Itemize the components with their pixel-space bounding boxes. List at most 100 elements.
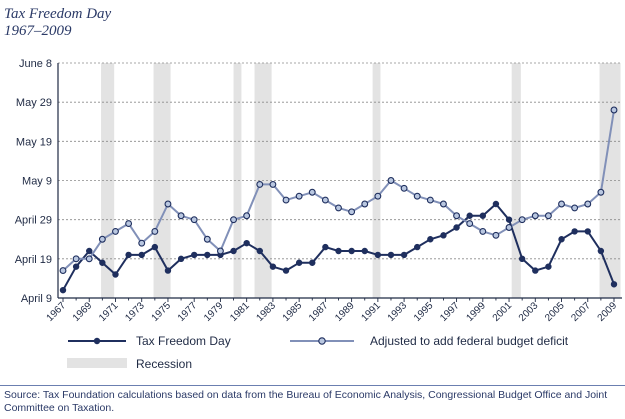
y-axis-labels: June 8 May 29 May 19 May 9 April 29 April 19 A… xyxy=(15,58,52,305)
point-tfd-1999 xyxy=(479,212,487,219)
point-tfd-1993 xyxy=(400,251,408,259)
point-adjusted-1985 xyxy=(295,192,303,200)
point-tfd-2005 xyxy=(558,236,565,243)
point-tfd-1980 xyxy=(230,247,237,255)
point-adjusted-1983 xyxy=(269,180,277,188)
x-tick-label-1993: 1993 xyxy=(386,300,410,324)
legend-recession-label: Recession xyxy=(136,357,192,371)
point-adjusted-1988 xyxy=(335,204,342,212)
point-adjusted-1968 xyxy=(72,255,80,263)
x-tick-label-2009: 2009 xyxy=(596,300,620,324)
point-adjusted-2001 xyxy=(505,224,513,231)
point-adjusted-1992 xyxy=(387,177,395,184)
chart-canvas: June 8 May 29 May 19 May 9 April 29 April 19 A… xyxy=(15,58,622,371)
point-tfd-2000 xyxy=(492,200,500,208)
point-adjusted-1977 xyxy=(190,216,198,224)
source-divider xyxy=(0,385,625,386)
point-adjusted-1998 xyxy=(466,220,474,228)
point-adjusted-1993 xyxy=(400,184,408,192)
legend: Tax Freedom Day Adjusted to add federal … xyxy=(67,334,569,371)
y-tick-label-5: April 19 xyxy=(15,254,52,266)
point-adjusted-1990 xyxy=(361,200,369,208)
point-adjusted-2000 xyxy=(492,231,500,239)
point-tfd-2006 xyxy=(571,228,578,235)
point-adjusted-2003 xyxy=(531,212,539,220)
x-tick-label-1979: 1979 xyxy=(202,300,226,324)
point-tfd-1996 xyxy=(440,232,447,239)
point-adjusted-1976 xyxy=(177,212,185,220)
point-tfd-1988 xyxy=(335,247,342,255)
point-adjusted-2009 xyxy=(610,106,618,114)
point-tfd-1991 xyxy=(374,251,382,259)
y-tick-label-2: May 19 xyxy=(16,136,52,148)
legend-adjusted-label: Adjusted to add federal budget deficit xyxy=(370,334,569,348)
x-tick-label-1971: 1971 xyxy=(97,300,121,324)
legend-tfd-label: Tax Freedom Day xyxy=(136,334,231,348)
point-tfd-2008 xyxy=(597,247,605,255)
point-adjusted-2002 xyxy=(518,216,526,224)
x-tick-label-1973: 1973 xyxy=(123,300,147,324)
point-tfd-1975 xyxy=(164,267,172,274)
series-line-adjusted xyxy=(62,109,615,272)
x-tick-label-1987: 1987 xyxy=(307,300,331,324)
point-adjusted-1994 xyxy=(413,192,421,200)
chart-subtitle: 1967–2009 xyxy=(4,23,72,39)
point-adjusted-2008 xyxy=(597,188,605,196)
point-adjusted-1970 xyxy=(98,235,106,243)
point-adjusted-1995 xyxy=(426,196,434,204)
point-tfd-2007 xyxy=(584,228,591,235)
point-adjusted-1967 xyxy=(59,267,67,275)
series-lines xyxy=(59,106,618,294)
y-tick-label-6: April 9 xyxy=(21,293,52,305)
chart-title: Tax Freedom Day xyxy=(4,6,112,22)
point-tfd-2004 xyxy=(545,263,552,270)
grid-lines xyxy=(58,62,622,260)
point-tfd-1974 xyxy=(151,243,159,251)
point-tfd-1972 xyxy=(125,251,132,259)
x-tick-label-1997: 1997 xyxy=(438,300,462,324)
x-tick-label-2003: 2003 xyxy=(517,300,541,324)
point-tfd-1977 xyxy=(190,251,198,259)
point-adjusted-2006 xyxy=(571,204,579,212)
x-tick-label-1969: 1969 xyxy=(71,300,95,324)
point-adjusted-1971 xyxy=(112,227,119,235)
point-adjusted-1980 xyxy=(230,216,237,224)
axes xyxy=(57,63,622,302)
y-tick-label-4: April 29 xyxy=(15,215,52,227)
point-tfd-1994 xyxy=(414,243,421,251)
point-tfd-2002 xyxy=(518,255,526,263)
point-tfd-1976 xyxy=(177,255,185,263)
point-tfd-1998 xyxy=(466,212,473,219)
y-tick-label-0: June 8 xyxy=(19,58,52,70)
recession-band-2 xyxy=(233,63,242,298)
y-tick-label-1: May 29 xyxy=(16,97,52,109)
point-adjusted-1973 xyxy=(138,239,146,247)
point-tfd-1984 xyxy=(282,267,290,274)
point-adjusted-1972 xyxy=(125,220,133,228)
point-adjusted-1982 xyxy=(256,180,264,188)
point-tfd-1989 xyxy=(348,247,355,255)
point-tfd-1997 xyxy=(453,224,460,231)
legend-recession-swatch xyxy=(67,358,127,368)
point-tfd-1985 xyxy=(295,259,303,266)
point-tfd-1986 xyxy=(309,259,316,266)
point-tfd-1987 xyxy=(322,243,329,251)
point-adjusted-1978 xyxy=(203,235,211,243)
point-adjusted-1981 xyxy=(243,212,251,220)
point-tfd-1992 xyxy=(387,251,395,259)
point-tfd-1981 xyxy=(243,239,250,247)
point-adjusted-1999 xyxy=(479,227,487,235)
point-adjusted-1979 xyxy=(216,247,224,255)
point-adjusted-1989 xyxy=(348,208,356,216)
point-tfd-1982 xyxy=(256,247,263,255)
point-tfd-1970 xyxy=(99,259,106,266)
recession-band-4 xyxy=(372,63,381,298)
x-tick-label-1999: 1999 xyxy=(464,300,488,324)
legend-adjusted-marker xyxy=(318,337,326,345)
point-adjusted-2007 xyxy=(584,200,592,208)
point-tfd-1995 xyxy=(427,236,434,243)
x-tick-label-1977: 1977 xyxy=(176,300,200,324)
point-tfd-2009 xyxy=(610,281,618,288)
x-tick-label-1981: 1981 xyxy=(228,300,252,324)
point-adjusted-1987 xyxy=(321,196,329,204)
